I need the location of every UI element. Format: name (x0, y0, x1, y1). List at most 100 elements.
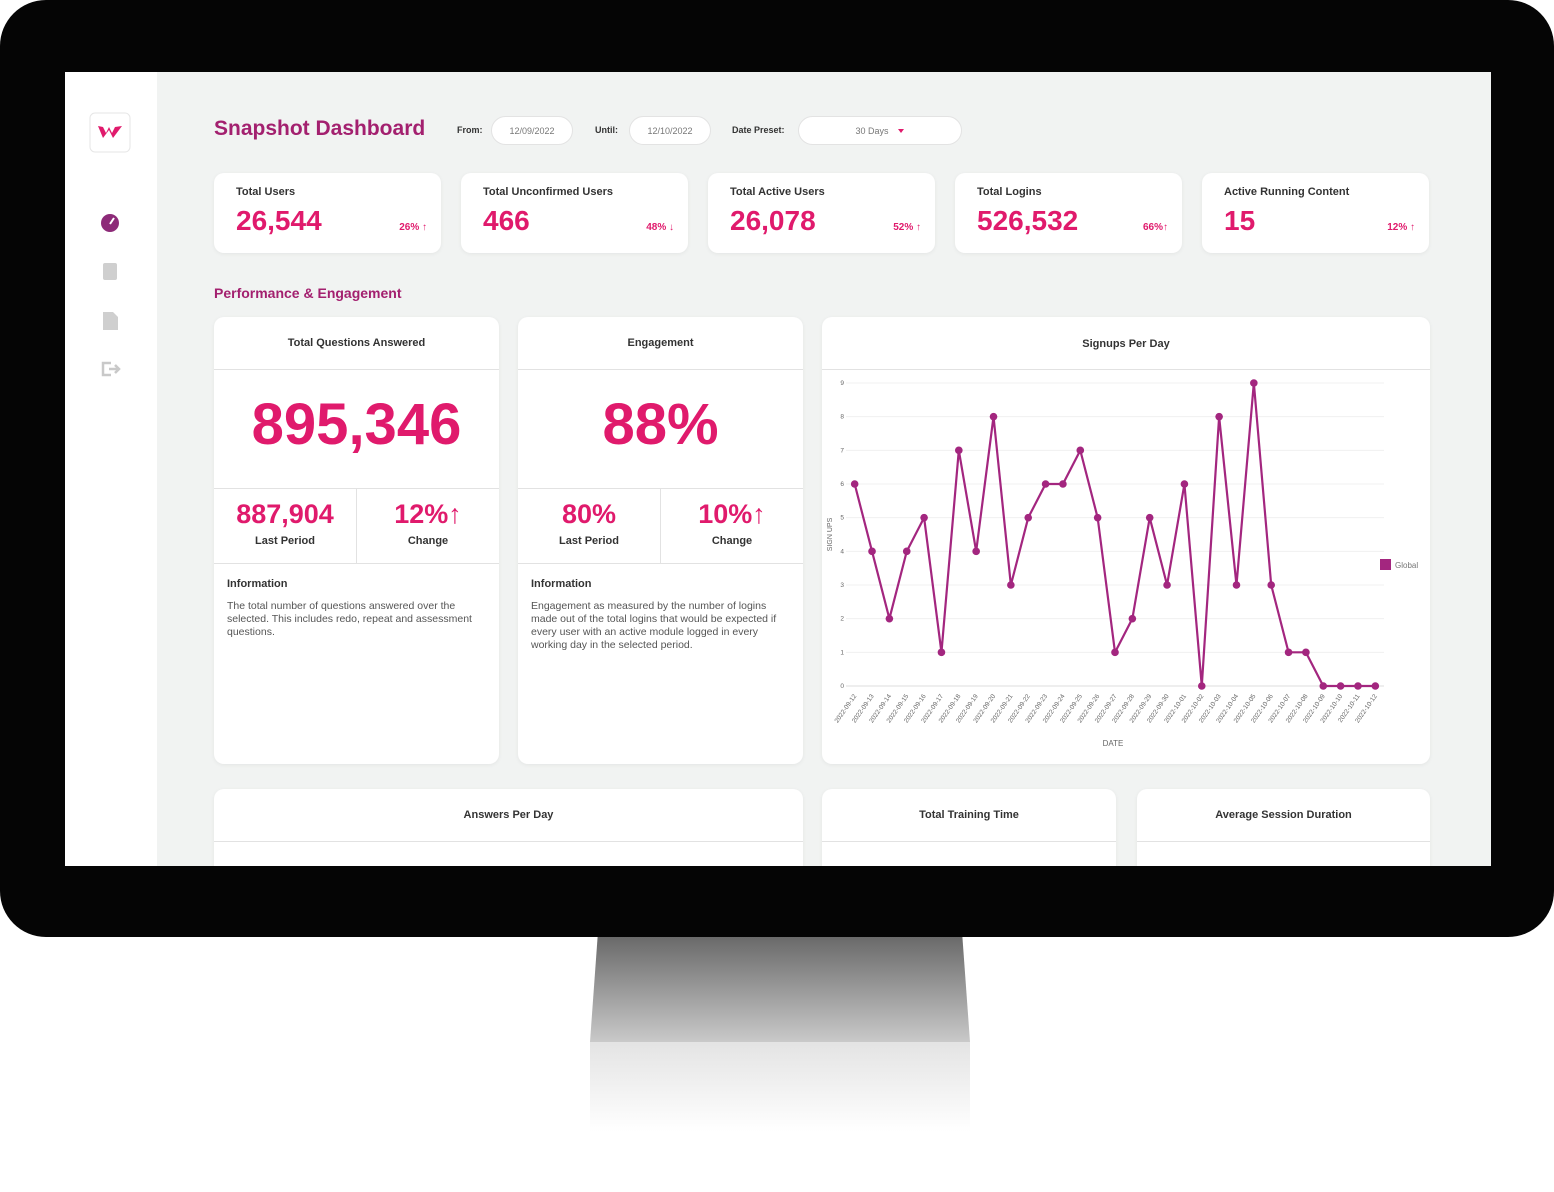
stat-label: Total Active Users (730, 186, 825, 198)
data-point (1145, 513, 1154, 522)
data-point (1302, 648, 1310, 657)
divider (822, 369, 1430, 370)
data-point (937, 648, 946, 657)
stat-value: 26,078 (730, 205, 816, 236)
divider (822, 841, 1116, 842)
divider (1137, 841, 1430, 842)
from-date[interactable]: 12/09/2022 (491, 116, 573, 145)
data-point (1354, 682, 1362, 690)
preset-label: Date Preset: (732, 125, 785, 135)
card-title: Answers Per Day (463, 809, 554, 821)
screen: Snapshot Dashboard From: 12/09/2022 Unti… (65, 72, 1491, 866)
change-label: Change (711, 535, 753, 547)
y-tick-label: 8 (840, 414, 844, 421)
data-point (1059, 480, 1067, 488)
data-point (1111, 648, 1119, 657)
metric-card: Total Questions Answered 895,346 887,904 La… (214, 317, 499, 764)
card-title: Total Questions Answered (287, 337, 426, 349)
y-tick-label: 4 (840, 548, 844, 555)
data-point (1197, 682, 1206, 690)
divider (214, 369, 499, 370)
preset-value: 30 Days (855, 125, 889, 136)
content-icon[interactable] (103, 263, 117, 280)
divider (660, 488, 661, 563)
data-point (1215, 412, 1223, 421)
logout-icon[interactable] (101, 361, 121, 377)
data-point (1336, 682, 1345, 690)
dashboard-needle (109, 217, 115, 225)
data-point (1267, 581, 1275, 589)
series-line (853, 382, 1376, 688)
data-point (955, 446, 963, 455)
bottom-card: Answers Per Day (214, 789, 803, 866)
data-point (850, 480, 859, 488)
section-title: Performance & Engagement (214, 285, 402, 301)
card-value: 895,346 (251, 392, 462, 457)
metric-card: Engagement 88% 80% Last Period 10%↑ Change Inf… (518, 317, 803, 764)
stat-label: Total Logins (977, 186, 1042, 198)
divider (518, 563, 803, 564)
bottom-card: Average Session Duration (1137, 789, 1430, 866)
stand-reflection (590, 1042, 970, 1132)
data-point (1076, 446, 1085, 455)
last-label: Last Period (559, 535, 619, 547)
until-date[interactable]: 12/10/2022 (629, 116, 711, 145)
sidebar (65, 72, 157, 866)
info-text: Engagement as measured by the number of … (531, 600, 777, 651)
data-point (902, 547, 911, 556)
data-point (972, 547, 980, 556)
data-point (1250, 379, 1258, 387)
data-point (1041, 480, 1050, 488)
data-point (1371, 682, 1380, 690)
data-point (1180, 480, 1189, 488)
info-text: The total number of questions answered o… (227, 600, 472, 638)
change-label: Change (407, 535, 449, 547)
y-tick-label: 2 (840, 616, 844, 623)
preset-select[interactable]: 30 Days (798, 116, 962, 145)
y-tick-label: 1 (840, 649, 844, 656)
data-point (1284, 648, 1293, 657)
stat-label: Total Users (236, 186, 296, 198)
stat-change: 66%↑ (1142, 222, 1168, 233)
stat-change: 12% ↑ (1387, 222, 1415, 233)
divider (214, 841, 803, 842)
card-value: 88% (602, 392, 719, 457)
stat-value: 26,544 (236, 205, 322, 236)
stat-change: 48% ↓ (646, 222, 674, 233)
data-point (1024, 513, 1033, 522)
card-title: Average Session Duration (1215, 809, 1352, 821)
data-point (1163, 581, 1171, 589)
y-tick-label: 9 (840, 380, 844, 387)
legend-label: Global (1395, 561, 1418, 570)
bottom-card: Total Training Time (822, 789, 1116, 866)
info-title: Information (227, 578, 288, 590)
chart-title: Signups Per Day (1082, 338, 1170, 350)
from-label: From: (457, 125, 483, 135)
stat-value: 15 (1224, 205, 1256, 236)
data-point (868, 547, 876, 556)
data-point (920, 513, 928, 522)
logo[interactable] (89, 112, 131, 153)
stat-card: Total Users 26,544 26% ↑ (214, 173, 441, 253)
last-label: Last Period (255, 535, 315, 547)
last-value: 80% (561, 499, 617, 529)
chart-card: Signups Per Day 0 1 2 3 4 5 6 7 8 9 SIGN UPS DATE 202… (822, 317, 1430, 764)
stat-card: Total Unconfirmed Users 466 48% ↓ (461, 173, 688, 253)
stat-label: Active Running Content (1224, 186, 1350, 198)
until-label: Until: (595, 125, 618, 135)
stat-change: 26% ↑ (399, 222, 427, 233)
stat-card: Total Logins 526,532 66%↑ (955, 173, 1182, 253)
stat-change: 52% ↑ (893, 222, 921, 233)
divider (214, 563, 499, 564)
monitor-stand (590, 937, 970, 1042)
divider (518, 369, 803, 370)
sidebar-icons (89, 112, 131, 377)
stat-label: Total Unconfirmed Users (483, 186, 613, 198)
x-axis-label: DATE (1103, 739, 1124, 748)
y-tick-label: 3 (840, 582, 844, 589)
report-icon[interactable] (103, 312, 118, 330)
stat-value: 526,532 (977, 205, 1079, 236)
logo-mark (98, 126, 122, 138)
